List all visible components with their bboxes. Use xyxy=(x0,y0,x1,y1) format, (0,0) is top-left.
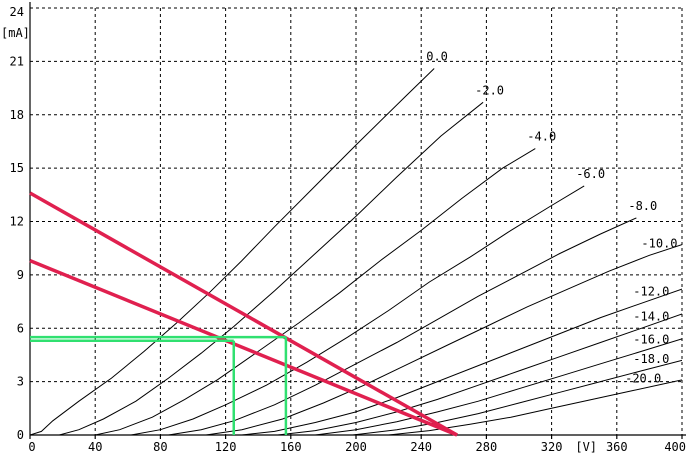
curve-label: -20.0 xyxy=(625,372,661,386)
curve-label: -4.0 xyxy=(527,130,556,144)
x-tick-label: 280 xyxy=(476,440,498,454)
curve-label: 0.0 xyxy=(426,49,448,63)
x-tick-label: 0 xyxy=(28,440,35,454)
curve-label: -2.0 xyxy=(475,83,504,97)
y-tick-label: 18 xyxy=(10,108,24,122)
y-tick-labels: 0 3 6 9 12 15 18 21 24 xyxy=(10,5,24,442)
y-tick-label: 12 xyxy=(10,215,24,229)
y-tick-label: 24 xyxy=(10,5,24,19)
curve-label: -12.0 xyxy=(633,284,669,298)
curve-label: -6.0 xyxy=(576,167,605,181)
y-tick-label: 21 xyxy=(10,54,24,68)
tube-curve xyxy=(30,68,435,435)
tube-curve xyxy=(205,244,682,435)
y-tick-label: 15 xyxy=(10,161,24,175)
x-tick-label: 400 xyxy=(664,440,686,454)
x-axis-label: [V] xyxy=(575,440,597,454)
x-tick-label: 320 xyxy=(541,440,563,454)
tube-curve xyxy=(241,288,682,435)
curve-label: -14.0 xyxy=(633,309,669,323)
operating-point-lines xyxy=(30,335,288,435)
x-tick-label: 200 xyxy=(345,440,367,454)
tube-curve xyxy=(131,185,585,435)
y-tick-label: 3 xyxy=(17,375,24,389)
curve-labels: 0.0 -2.0 -4.0 -6.0 -8.0 -10.0 -12.0 -14.0 -16.0 -… xyxy=(426,49,677,385)
tube-curve xyxy=(315,338,682,435)
curve-label: -10.0 xyxy=(641,236,677,250)
tube-curve xyxy=(59,101,484,435)
tube-curve xyxy=(95,148,536,435)
curve-label: -8.0 xyxy=(628,199,657,213)
x-tick-label: 360 xyxy=(606,440,628,454)
x-tick-label: 80 xyxy=(153,440,167,454)
x-tick-label: 160 xyxy=(280,440,302,454)
x-tick-label: 240 xyxy=(410,440,432,454)
y-tick-label: 6 xyxy=(17,321,24,335)
grid-lines xyxy=(30,7,683,435)
tube-curve xyxy=(388,379,682,435)
y-axis-label: [mA] xyxy=(1,26,30,40)
load-line xyxy=(29,191,458,437)
x-tick-label: 40 xyxy=(88,440,102,454)
y-tick-label: 0 xyxy=(17,428,24,442)
load-line xyxy=(29,259,458,437)
x-tick-labels: 0 40 80 120 160 200 240 280 320 360 400 xyxy=(28,440,686,454)
y-tick-label: 9 xyxy=(17,268,24,282)
x-tick-label: 120 xyxy=(215,440,237,454)
curve-label: -18.0 xyxy=(633,352,669,366)
curve-label: -16.0 xyxy=(633,332,669,346)
load-lines xyxy=(29,191,458,437)
tube-curve xyxy=(277,313,682,435)
chart-axes xyxy=(29,2,686,439)
